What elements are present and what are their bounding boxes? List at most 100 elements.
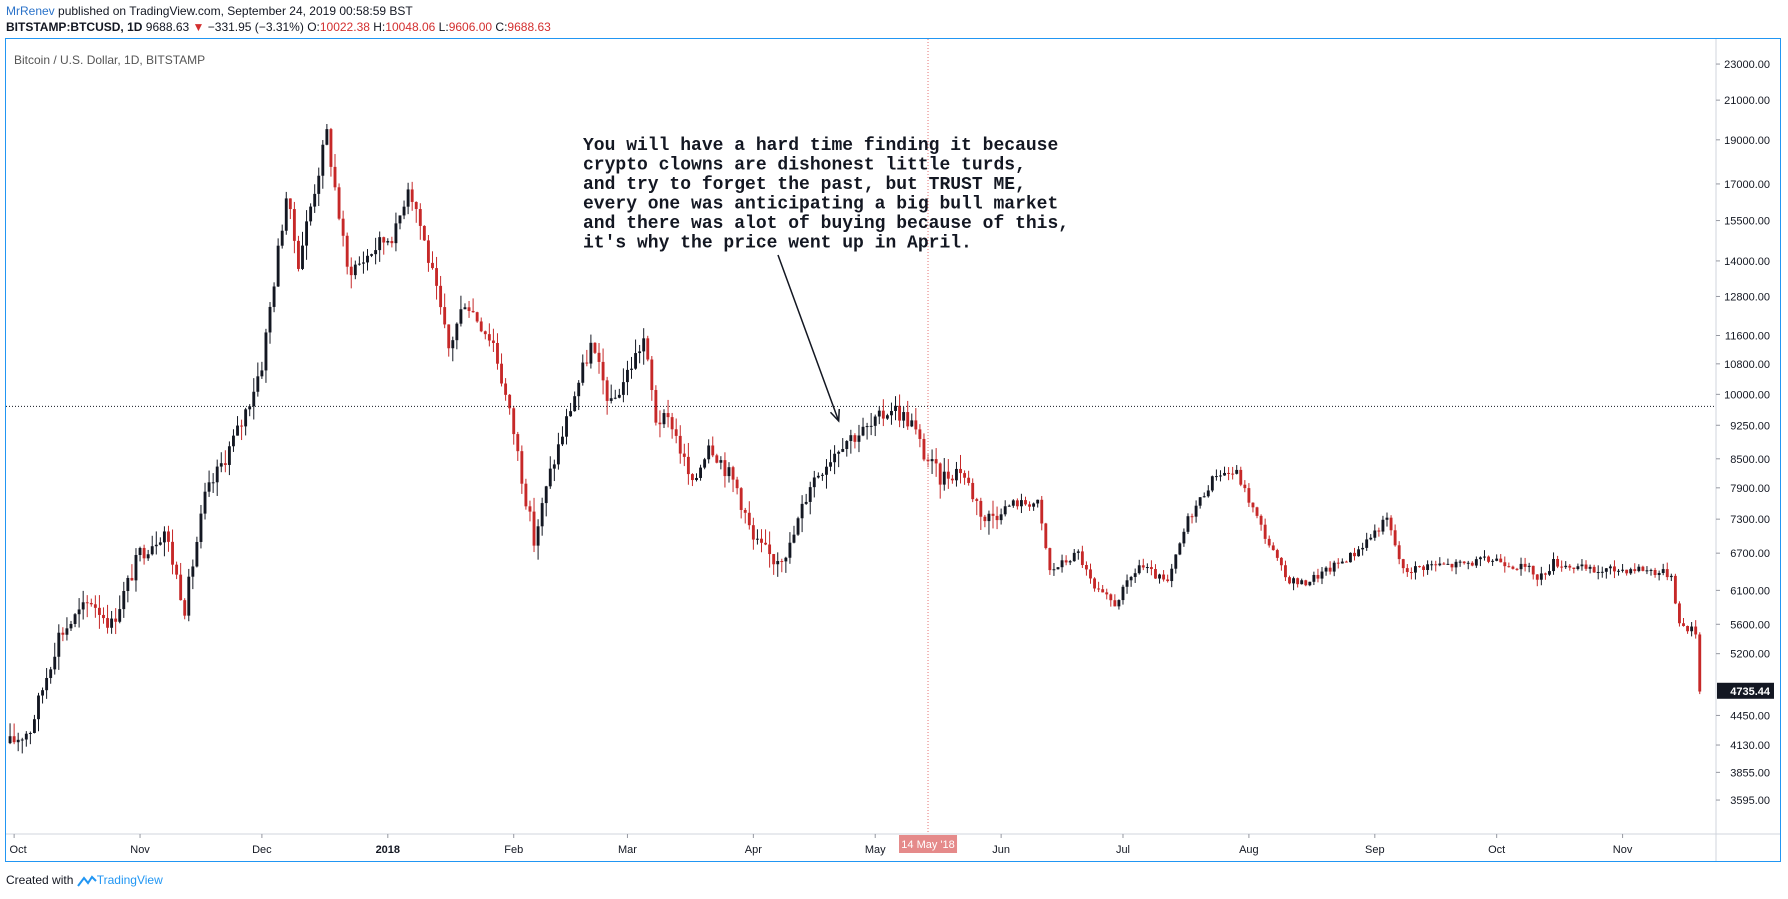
candle-up (609, 398, 613, 401)
candle-down (646, 338, 650, 360)
candle-up (264, 332, 268, 371)
candle-down (1686, 626, 1690, 632)
candle-up (236, 425, 239, 436)
annotation-text-line: You will have a hard time finding it bec… (583, 136, 1058, 156)
candle-up (873, 416, 877, 426)
candle-down (1255, 507, 1259, 516)
candle-down (682, 453, 686, 457)
candle-down (1113, 600, 1117, 607)
candle-up (1133, 573, 1137, 577)
candle-up (134, 555, 138, 581)
candle-up (386, 241, 390, 243)
candle-down (963, 473, 967, 478)
candle-up (305, 221, 309, 246)
candle-down (504, 383, 508, 395)
candle-down (443, 307, 447, 325)
candle-up (1381, 519, 1385, 532)
candle-up (268, 306, 272, 333)
candle-down (1304, 580, 1308, 586)
tradingview-logo-icon (76, 875, 97, 887)
candle-up (581, 362, 585, 383)
x-tick-label: Nov (130, 844, 150, 856)
x-tick-label: Jun (992, 844, 1010, 856)
candle-up (1324, 567, 1328, 572)
candle-up (1690, 626, 1694, 632)
candle-up (1621, 569, 1625, 571)
candle-down (1243, 484, 1247, 489)
candle-up (617, 394, 621, 398)
candle-down (1592, 566, 1596, 573)
candle-down (1698, 634, 1702, 692)
x-tick-label: 2018 (376, 844, 400, 856)
candle-down (508, 394, 512, 409)
candle-down (1584, 564, 1588, 569)
candle-up (1458, 561, 1462, 563)
candle-down (686, 456, 690, 475)
candle-up (162, 531, 166, 543)
candle-down (1377, 530, 1381, 532)
candle-up (1117, 600, 1121, 607)
candle-down (240, 425, 244, 427)
chart-frame[interactable] (5, 38, 1781, 862)
candle-up (621, 382, 625, 395)
tradingview-brand-link[interactable]: TradingView (96, 873, 163, 887)
candle-up (552, 464, 556, 469)
candle-up (1426, 564, 1430, 570)
candle-up (110, 618, 114, 628)
candle-up (707, 445, 711, 460)
candle-up (199, 513, 203, 542)
candle-down (764, 542, 767, 545)
candle-up (800, 503, 804, 519)
candle-up (544, 486, 548, 504)
candle-up (1223, 472, 1226, 476)
candle-up (301, 245, 304, 269)
candle-down (1560, 566, 1564, 568)
candle-down (410, 189, 414, 202)
candle-up (244, 409, 248, 427)
x-tick-label: Apr (745, 844, 762, 856)
candle-down (1064, 560, 1068, 563)
candle-down (1523, 563, 1527, 567)
candle-down (1024, 500, 1027, 505)
candle-up (816, 475, 820, 478)
candle-up (81, 602, 85, 610)
candle-down (439, 285, 443, 308)
candle-down (1499, 558, 1503, 563)
candle-up (776, 561, 780, 565)
candle-up (1661, 569, 1665, 573)
candle-up (77, 609, 81, 615)
author-link[interactable]: MrRenev (6, 4, 55, 18)
y-tick-label: 14000.00 (1724, 256, 1770, 268)
candle-up (451, 340, 455, 349)
y-tick-label: 17000.00 (1724, 179, 1770, 191)
candle-up (902, 412, 906, 421)
candle-up (642, 338, 646, 352)
candle-up (885, 415, 889, 419)
candle-up (284, 198, 288, 231)
candle-down (1503, 562, 1507, 567)
candle-up (699, 467, 702, 478)
candle-up (1145, 567, 1149, 569)
candle-down (1678, 603, 1681, 624)
candle-up (1125, 580, 1129, 587)
candle-down (1247, 488, 1251, 503)
candle-up (573, 396, 577, 412)
candle-up (378, 237, 382, 251)
candle-down (1275, 550, 1279, 558)
candle-down (167, 531, 170, 542)
candle-down (585, 362, 589, 364)
candle-down (382, 237, 386, 243)
candle-down (674, 429, 678, 436)
candle-down (183, 600, 187, 616)
candle-down (1084, 565, 1088, 570)
candle-up (1483, 556, 1486, 558)
candle-up (1478, 557, 1482, 560)
candle-up (719, 460, 723, 463)
candle-up (1474, 559, 1478, 566)
candle-down (1093, 578, 1096, 589)
candle-up (1527, 565, 1531, 567)
candle-up (1564, 565, 1568, 568)
candle-down (1227, 472, 1231, 474)
candle-up (1068, 561, 1072, 563)
